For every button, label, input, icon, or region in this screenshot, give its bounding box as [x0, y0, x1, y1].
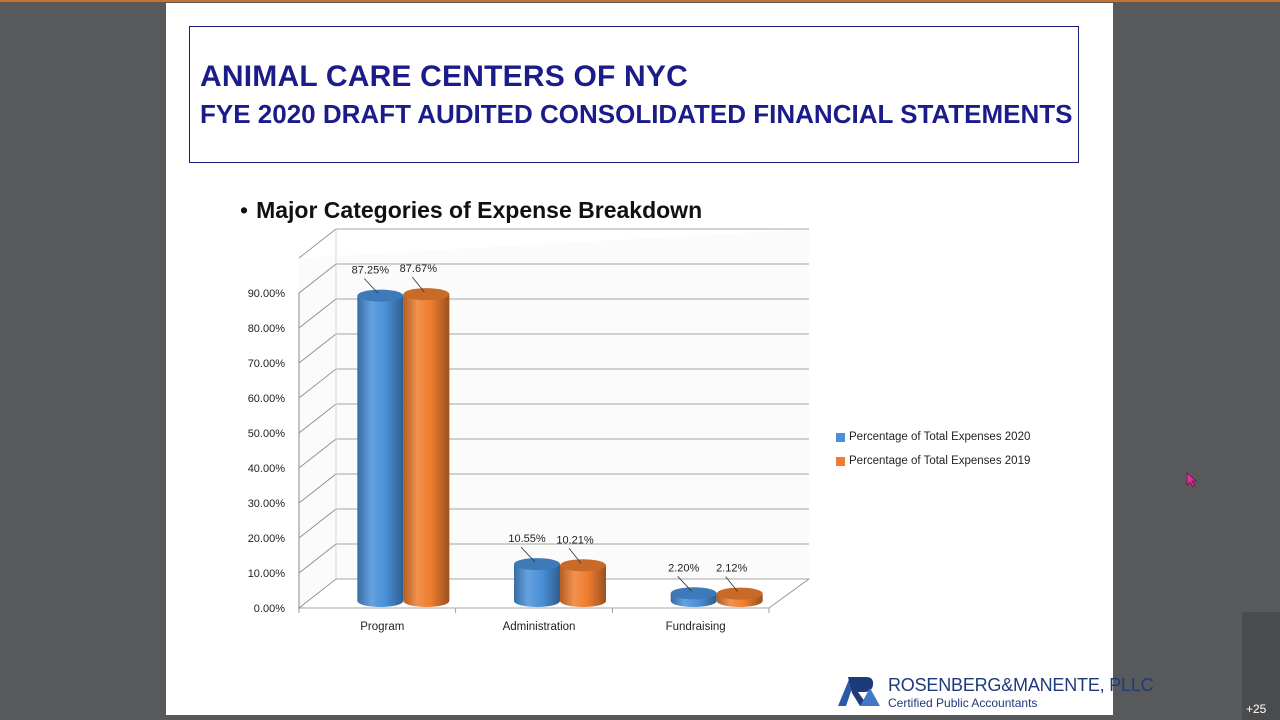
title-box: ANIMAL CARE CENTERS OF NYC FYE 2020 DRAF… — [189, 26, 1079, 163]
x-category-label: Fundraising — [666, 621, 726, 633]
firm-name: ROSENBERG&MANENTE, PLLC — [888, 675, 1154, 695]
legend-swatch-2019 — [836, 456, 845, 466]
side-gridline — [298, 368, 337, 399]
y-tick-label: 80.00% — [248, 323, 286, 335]
bar-data-label: 2.20% — [668, 562, 699, 574]
data-label-leader — [364, 278, 379, 294]
legend-label-2019: Percentage of Total Expenses 2019 — [849, 455, 1031, 467]
legend-swatch-2020 — [836, 432, 845, 442]
data-label-leader — [568, 548, 582, 564]
window-frame-accent — [0, 0, 1280, 2]
bullet-heading-text: Major Categories of Expense Breakdown — [256, 197, 703, 223]
legend-item-2020: Percentage of Total Expenses 2020 — [836, 425, 1030, 449]
firm-logo: ROSENBERG&MANENTE, PLLC Certified Public… — [836, 674, 1154, 710]
side-gridline — [298, 473, 337, 504]
chart-legend: Percentage of Total Expenses 2020 Percen… — [836, 425, 1030, 473]
bar-cylinder-top — [403, 288, 450, 301]
bar-cylinder-top — [716, 587, 763, 600]
data-label-leader — [677, 576, 692, 592]
data-label-leader — [725, 576, 738, 592]
bar-cylinder-top — [560, 559, 606, 572]
slide-subtitle: FYE 2020 DRAFT AUDITED CONSOLIDATED FINA… — [200, 99, 1073, 129]
y-tick-label: 40.00% — [248, 463, 286, 475]
legend-label-2020: Percentage of Total Expenses 2020 — [849, 431, 1031, 443]
x-category-label: Administration — [503, 621, 576, 633]
bar-data-label: 87.25% — [352, 265, 390, 277]
side-gridline — [298, 543, 337, 574]
y-tick-label: 10.00% — [248, 568, 286, 580]
bar-data-label: 2.12% — [716, 563, 747, 575]
legend-item-2019: Percentage of Total Expenses 2019 — [836, 449, 1030, 473]
bar-cylinder-body — [357, 295, 404, 607]
side-gridline — [298, 438, 337, 469]
y-tick-label: 20.00% — [248, 533, 286, 545]
bar-cylinder-top — [514, 558, 560, 571]
side-gridline — [298, 263, 337, 294]
bar-cylinder-body — [403, 294, 450, 607]
side-gridline — [298, 508, 337, 539]
slide-title: ANIMAL CARE CENTERS OF NYC — [200, 60, 688, 93]
firm-logo-mark-icon — [838, 677, 880, 706]
y-tick-label: 90.00% — [248, 288, 286, 300]
video-thumbnail-strip[interactable] — [1242, 612, 1280, 720]
participant-count[interactable]: +25 — [1246, 702, 1267, 716]
mouse-cursor-icon — [1186, 472, 1198, 488]
bullet-heading: • Major Categories of Expense Breakdown — [240, 197, 702, 224]
data-label-leader — [412, 276, 425, 293]
side-gridline — [298, 403, 337, 434]
bar-cylinder-top — [357, 289, 404, 302]
firm-tagline: Certified Public Accountants — [888, 696, 1038, 710]
presentation-slide: ANIMAL CARE CENTERS OF NYC FYE 2020 DRAF… — [166, 3, 1154, 715]
side-gridline — [298, 298, 337, 329]
bar-cylinder-body — [514, 564, 560, 607]
data-label-leader — [520, 546, 536, 563]
bar-data-label: 10.55% — [508, 533, 546, 545]
side-gridline — [298, 333, 337, 364]
y-tick-label: 50.00% — [248, 428, 286, 440]
bar-cylinder-top — [670, 587, 717, 600]
y-tick-label: 70.00% — [248, 358, 286, 370]
bullet-marker: • — [240, 197, 249, 223]
bar-data-label: 87.67% — [400, 263, 438, 275]
y-tick-label: 0.00% — [254, 603, 285, 615]
expense-bar-chart: 0.00% 10.00% 20.00% 30.00% 40.00% 50.00% 60.00… — [248, 228, 811, 633]
bar-data-label: 10.21% — [556, 534, 594, 546]
bar-cylinder-body — [560, 565, 606, 607]
y-tick-label: 30.00% — [248, 498, 286, 510]
side-gridline — [298, 228, 337, 259]
y-tick-label: 60.00% — [248, 393, 286, 405]
x-category-label: Program — [360, 621, 404, 633]
